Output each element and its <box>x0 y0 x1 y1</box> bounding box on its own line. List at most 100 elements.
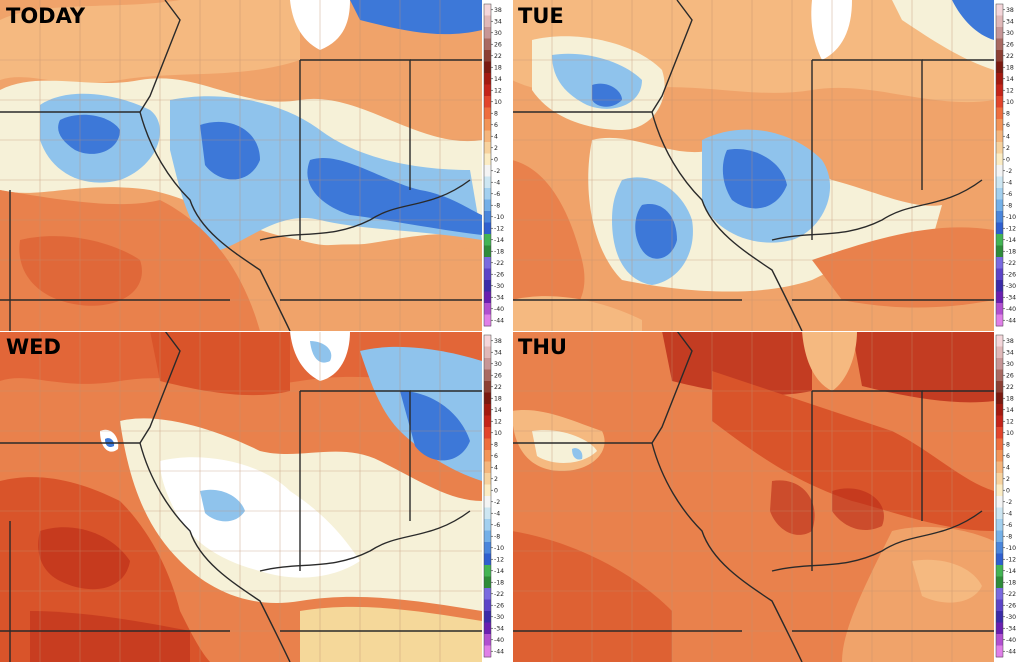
legend-tick-label: -4 <box>494 179 500 186</box>
legend-swatch <box>484 645 491 658</box>
legend-swatch <box>996 634 1003 646</box>
temperature-map-thu <box>512 331 994 662</box>
legend-tick-label: -26 <box>1006 602 1016 609</box>
legend-tick-label: 6 <box>494 453 498 460</box>
legend-swatch <box>484 622 491 635</box>
legend-swatch <box>484 404 491 416</box>
panel-title: TODAY <box>6 4 86 28</box>
legend-swatch <box>996 415 1003 428</box>
legend-tick-label: -30 <box>494 283 504 290</box>
legend-swatch <box>996 461 1003 474</box>
legend-tick-label: 26 <box>1006 41 1014 48</box>
legend-swatch <box>484 565 491 577</box>
legend-swatch <box>996 61 1003 74</box>
legend-tick-label: -12 <box>1006 556 1016 563</box>
legend-swatch <box>484 484 491 497</box>
legend-swatch <box>484 542 491 554</box>
legend-swatch <box>484 291 491 304</box>
legend-swatch <box>996 519 1003 531</box>
legend-tick-label: 2 <box>1006 145 1010 152</box>
legend-tick-label: 12 <box>1006 418 1014 425</box>
legend-tick-label: -34 <box>1006 294 1016 301</box>
legend-swatch <box>996 211 1003 223</box>
legend-tick-label: 38 <box>1006 338 1014 345</box>
legend-tick-label: -18 <box>1006 579 1016 586</box>
legend-swatch <box>484 245 491 258</box>
legend-tick-label: -10 <box>1006 545 1016 552</box>
legend-swatch <box>996 84 1003 97</box>
legend-swatch <box>996 484 1003 497</box>
legend-tick-label: 4 <box>494 464 498 471</box>
legend-swatch <box>484 107 491 120</box>
legend-swatch <box>996 542 1003 554</box>
legend-tick-label: -30 <box>494 614 504 621</box>
legend-tick-label: -18 <box>1006 248 1016 255</box>
legend-tick-label: -26 <box>1006 271 1016 278</box>
legend-swatch <box>484 392 491 405</box>
legend-tick-label: -14 <box>1006 568 1016 575</box>
legend-tick-label: -8 <box>494 202 500 209</box>
legend-tick-label: 2 <box>494 145 498 152</box>
legend-swatch <box>996 553 1003 566</box>
legend-swatch <box>996 119 1003 131</box>
legend-tick-label: -44 <box>494 317 504 324</box>
legend-swatch <box>996 346 1003 359</box>
legend-tick-label: -18 <box>494 248 504 255</box>
panel-divider <box>0 331 1024 332</box>
legend-tick-label: -2 <box>494 168 500 175</box>
legend-swatch <box>996 38 1003 51</box>
panel-title: THU <box>518 335 567 359</box>
legend-tick-label: -22 <box>1006 260 1016 267</box>
legend-tick-label: 22 <box>494 384 502 391</box>
legend-swatch <box>484 188 491 200</box>
temperature-map-wed <box>0 331 482 662</box>
legend-swatch <box>484 450 491 462</box>
legend-tick-label: 30 <box>494 30 502 37</box>
legend-swatch <box>996 291 1003 304</box>
legend-scale: 38 34 30 26 22 18 14 12 10 8 6 4 2 0 -2 -4 -6 -8 -10 -12 -14… <box>995 334 1016 658</box>
legend-tick-label: 8 <box>1006 441 1010 448</box>
legend-tick-label: 12 <box>494 87 502 94</box>
legend-tick-label: 10 <box>1006 430 1014 437</box>
legend-swatch <box>484 4 491 16</box>
legend-swatch <box>484 473 491 485</box>
legend-tick-label: -8 <box>1006 533 1012 540</box>
legend-swatch <box>484 588 491 600</box>
legend-swatch <box>484 496 491 508</box>
legend-tick-label: 0 <box>1006 487 1010 494</box>
legend-swatch <box>996 234 1003 246</box>
legend-tick-label: 38 <box>494 7 502 14</box>
legend-tick-label: -10 <box>494 214 504 221</box>
legend-tick-label: -26 <box>494 602 504 609</box>
legend-scale: 38 34 30 26 22 18 14 12 10 8 6 4 2 0 -2 -4 -6 -8 -10 -12 -14… <box>483 334 504 658</box>
legend-tick-label: 18 <box>1006 64 1014 71</box>
legend-swatch <box>484 415 491 428</box>
legend-swatch <box>484 461 491 474</box>
panel-title: TUE <box>518 4 564 28</box>
map-panel-wed: WED <box>0 331 512 662</box>
legend-swatch <box>484 61 491 74</box>
temperature-map-today <box>0 0 482 331</box>
legend-swatch <box>996 314 1003 327</box>
legend-swatch <box>996 438 1003 451</box>
legend-tick-label: 34 <box>1006 18 1014 25</box>
legend-swatch <box>484 280 491 292</box>
legend-tick-label: 0 <box>494 156 498 163</box>
legend-swatch <box>484 176 491 189</box>
legend-swatch <box>996 645 1003 658</box>
legend-tick-label: 34 <box>1006 349 1014 356</box>
legend-swatch <box>996 15 1003 28</box>
legend-swatch <box>996 4 1003 16</box>
legend-tick-label: 38 <box>494 338 502 345</box>
legend-tick-label: -26 <box>494 271 504 278</box>
color-legend: 38 34 30 26 22 18 14 12 10 8 6 4 2 0 -2 -4 -6 -8 -10 -12 -14… <box>482 331 512 662</box>
legend-swatch <box>484 303 491 315</box>
legend-tick-label: 0 <box>494 487 498 494</box>
legend-tick-label: -40 <box>1006 306 1016 313</box>
legend-swatch <box>484 50 491 62</box>
legend-swatch <box>484 335 491 347</box>
legend-swatch <box>484 427 491 439</box>
legend-swatch <box>484 142 491 154</box>
legend-tick-label: -30 <box>1006 283 1016 290</box>
legend-swatch <box>996 599 1003 612</box>
